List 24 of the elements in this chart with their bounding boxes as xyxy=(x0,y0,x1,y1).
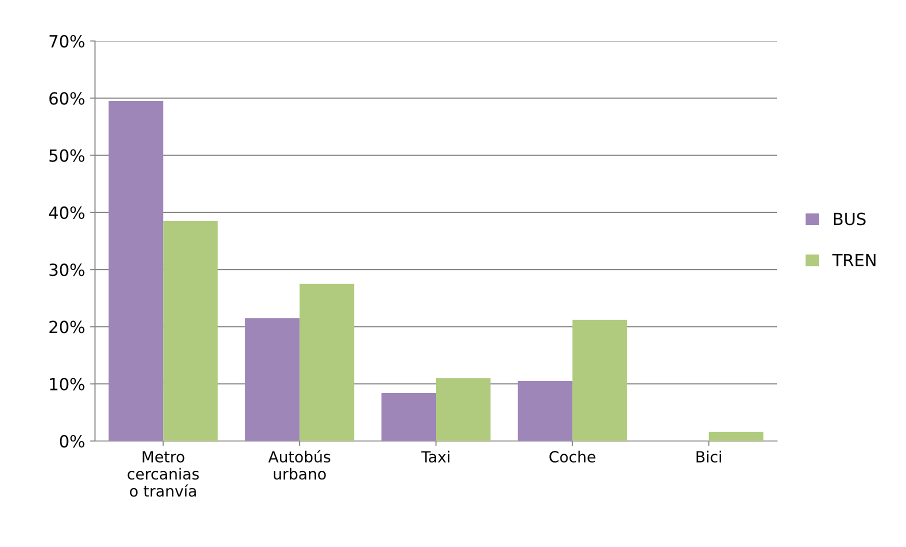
bar xyxy=(108,101,164,441)
y-tick-label: 0% xyxy=(60,434,84,448)
bar xyxy=(708,432,764,441)
y-tick-label: 30% xyxy=(50,264,84,276)
y-tick-label: 10% xyxy=(50,378,84,390)
y-tick-label: 40% xyxy=(49,206,84,219)
y-tick-label: 70% xyxy=(50,34,84,48)
x-tick-label: Taxi xyxy=(421,450,450,463)
x-tick-label: Bici xyxy=(696,450,722,463)
y-tick-label: 20% xyxy=(49,320,84,334)
y-tick-label: 50% xyxy=(50,149,84,162)
x-tick-label: Autobús urbano xyxy=(268,450,330,480)
x-tick-label: Coche xyxy=(550,450,596,463)
x-tick-label: Metro cercanias o tranvía xyxy=(128,451,199,497)
bar xyxy=(163,221,218,441)
bar xyxy=(381,393,436,441)
legend-label: TREN xyxy=(832,254,876,266)
y-tick-label: 60% xyxy=(49,92,84,105)
bar xyxy=(518,381,572,441)
legend-label: BUS xyxy=(834,212,866,226)
bar xyxy=(436,378,491,441)
bar xyxy=(300,284,354,441)
bar xyxy=(245,318,300,441)
bar xyxy=(572,320,627,441)
